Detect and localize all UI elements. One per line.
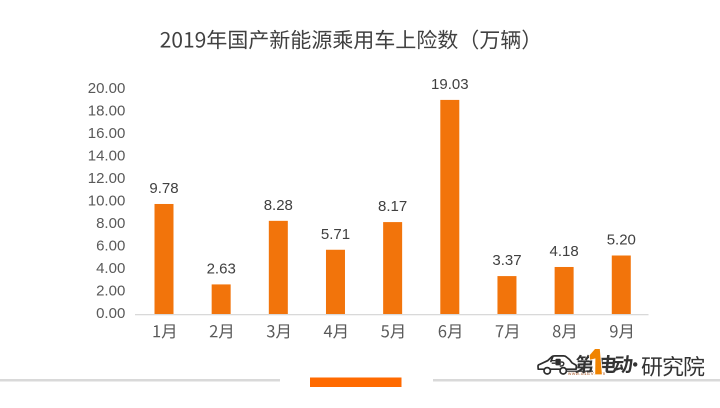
svg-text:8.28: 8.28 (264, 197, 293, 214)
svg-text:9.78: 9.78 (149, 180, 178, 197)
svg-text:8.00: 8.00 (96, 215, 125, 232)
svg-text:4.00: 4.00 (96, 260, 125, 277)
svg-text:16.00: 16.00 (88, 125, 126, 142)
svg-text:5.20: 5.20 (607, 232, 636, 249)
svg-text:18.00: 18.00 (88, 103, 126, 120)
svg-text:12.00: 12.00 (88, 170, 126, 187)
svg-text:2.63: 2.63 (207, 260, 236, 277)
svg-text:0.00: 0.00 (96, 305, 125, 322)
svg-text:14.00: 14.00 (88, 148, 126, 165)
svg-text:4.18: 4.18 (549, 243, 578, 260)
svg-text:5.71: 5.71 (321, 226, 350, 243)
svg-text:3.37: 3.37 (492, 252, 521, 269)
svg-text:6.00: 6.00 (96, 238, 125, 255)
svg-text:20.00: 20.00 (88, 80, 126, 97)
svg-text:www.d1EV.com: www.d1EV.com (568, 371, 606, 376)
svg-text:19.03: 19.03 (431, 76, 469, 93)
svg-text:10.00: 10.00 (88, 193, 126, 210)
svg-text:8.17: 8.17 (378, 198, 407, 215)
svg-text:2.00: 2.00 (96, 283, 125, 300)
